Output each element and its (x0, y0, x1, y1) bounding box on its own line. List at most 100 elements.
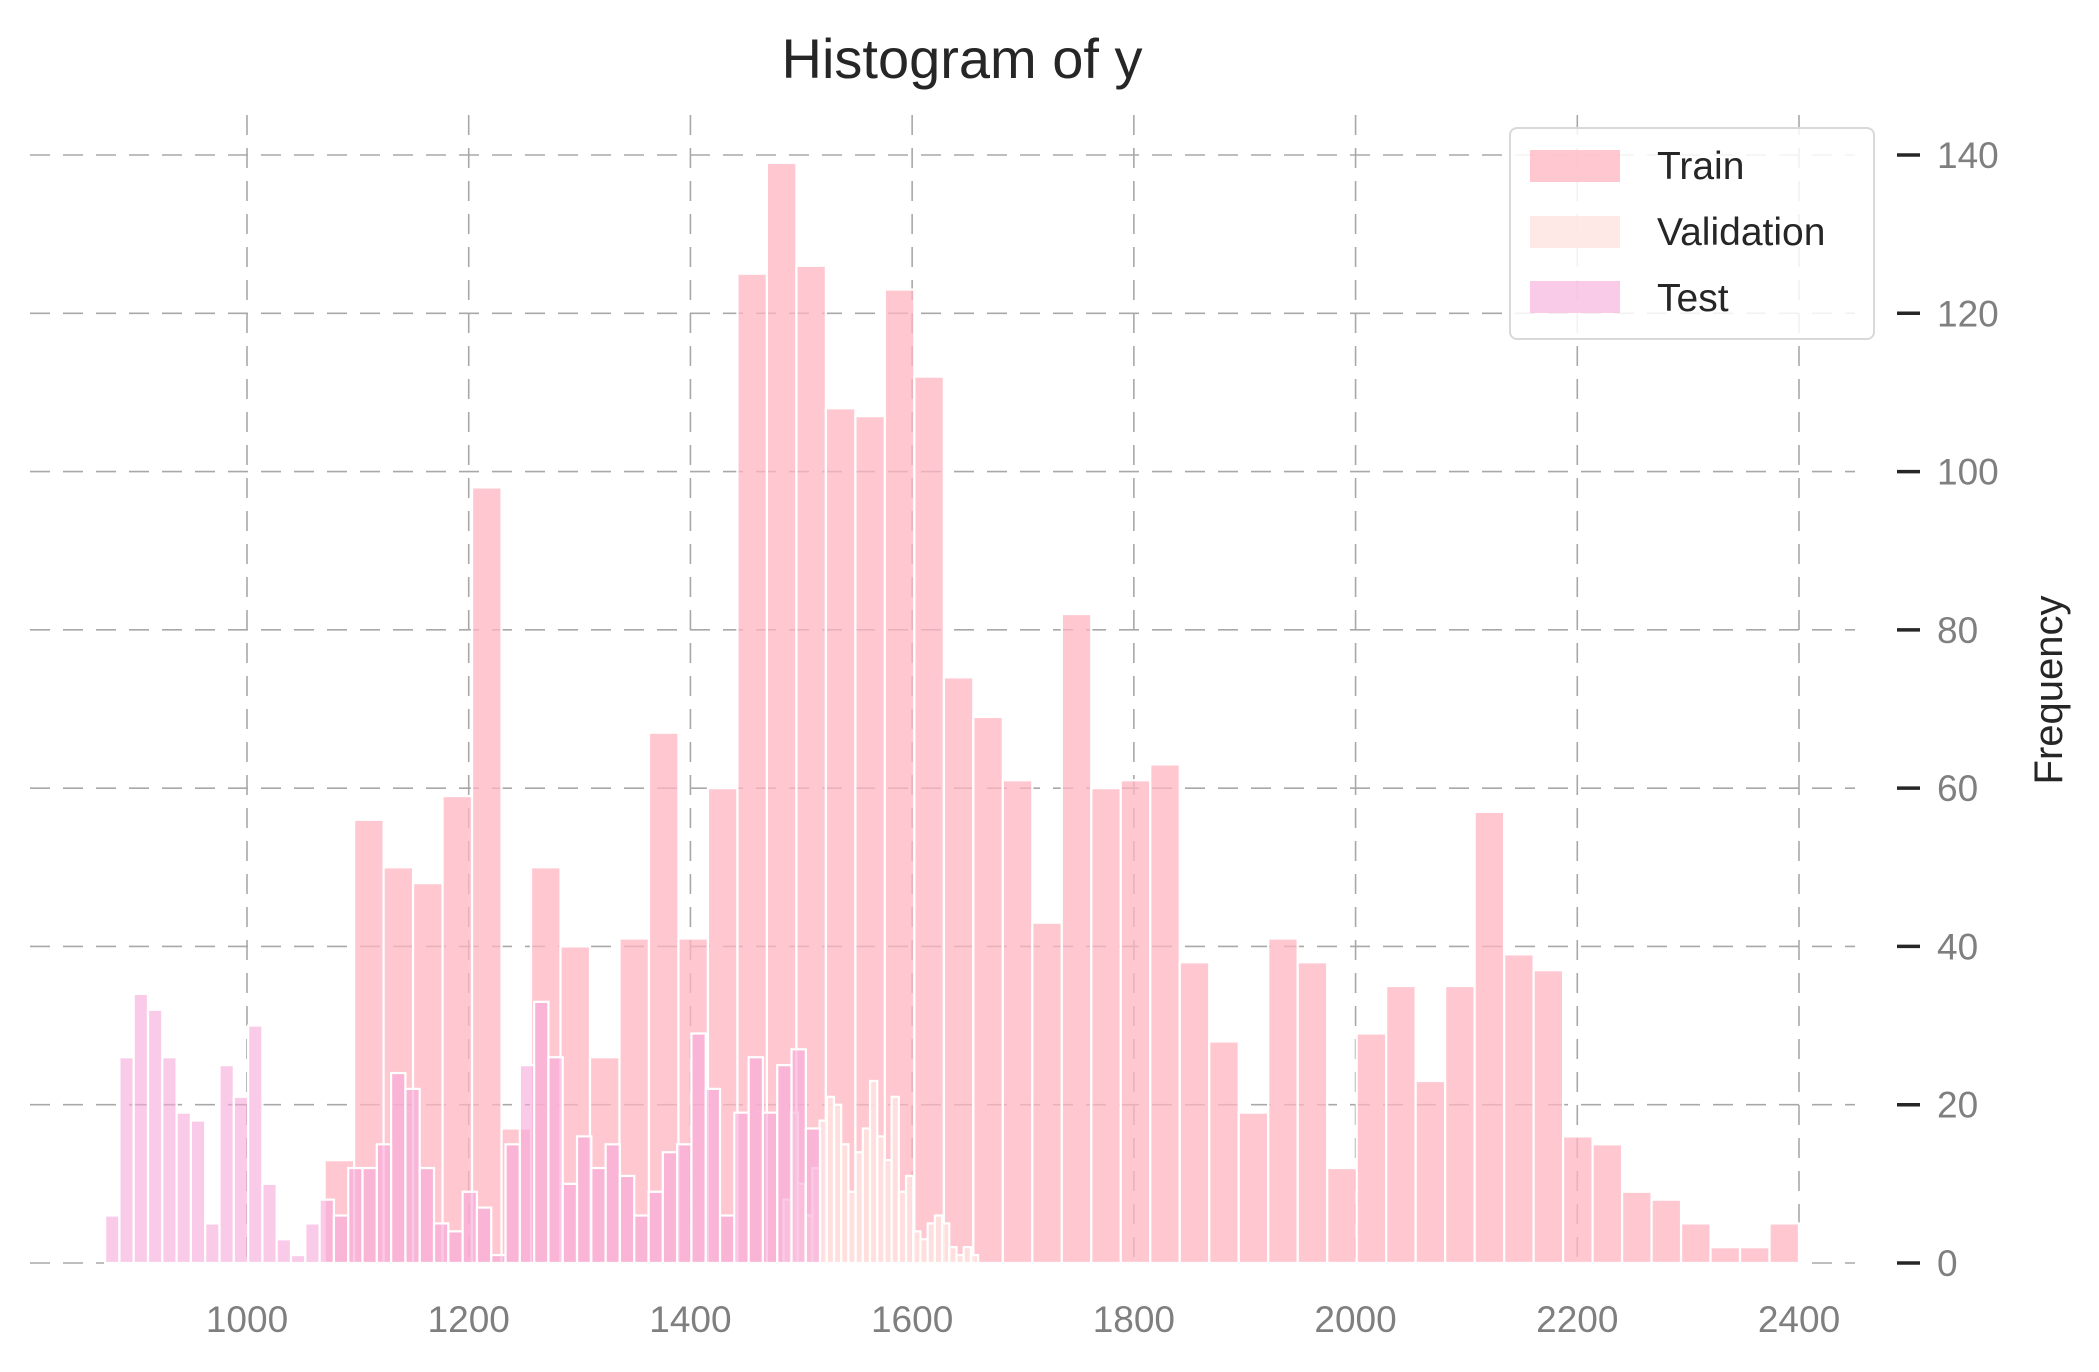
x-tick-label-1000: 1000 (206, 1299, 288, 1340)
test-bar-49 (804, 1127, 822, 1265)
x-tick-label-1800: 1800 (1093, 1299, 1175, 1340)
test-bar-0 (104, 1214, 121, 1265)
test-bar-9 (232, 1095, 250, 1265)
train-bar-47 (1709, 1246, 1742, 1265)
train-bar-32 (1267, 937, 1299, 1265)
x-tick-label-1400: 1400 (649, 1299, 731, 1340)
test-bar-44 (733, 1111, 750, 1265)
y-tick-label-120: 120 (1937, 293, 1999, 334)
train-bar-30 (1208, 1040, 1240, 1265)
test-bar-31 (547, 1056, 564, 1265)
legend-swatch-test (1530, 281, 1620, 313)
test-bar-20 (390, 1071, 407, 1265)
test-bar-14 (304, 1222, 321, 1265)
test-bar-48 (790, 1048, 807, 1265)
x-tick-label-2000: 2000 (1314, 1299, 1396, 1340)
test-bar-40 (676, 1143, 693, 1265)
y-tick-label-20: 20 (1937, 1085, 1978, 1126)
test-bar-10 (247, 1024, 264, 1265)
train-bar-40 (1503, 953, 1535, 1265)
train-bar-39 (1473, 810, 1506, 1265)
test-bar-5 (175, 1111, 193, 1265)
legend: Train Validation Test (1509, 127, 1875, 340)
train-bar-37 (1414, 1079, 1447, 1265)
test-bar-29 (518, 1064, 536, 1265)
test-bar-41 (690, 1032, 707, 1265)
test-bar-32 (561, 1182, 579, 1265)
test-bar-7 (204, 1222, 221, 1265)
y-axis-ticks: 0 20 40 60 80 100 120 140 (1897, 135, 1999, 1284)
validation-bar-22 (940, 1222, 951, 1265)
train-bar-25 (1060, 612, 1093, 1265)
test-bar-34 (590, 1166, 607, 1265)
validation-bar-26 (969, 1253, 980, 1265)
test-bar-11 (261, 1182, 278, 1265)
test-bar-4 (161, 1056, 178, 1265)
y-tick-label-60: 60 (1937, 768, 1978, 809)
legend-label-train: Train (1657, 145, 1744, 188)
test-bar-35 (604, 1143, 622, 1265)
x-axis-ticks: 1000 1200 1400 1600 1800 2000 2200 2400 (206, 1299, 1840, 1340)
test-bar-45 (747, 1056, 765, 1265)
test-bar-13 (289, 1253, 307, 1265)
train-bar-31 (1237, 1111, 1270, 1265)
train-bar-35 (1355, 1032, 1388, 1265)
test-bar-2 (132, 992, 150, 1265)
train-bar-49 (1768, 1222, 1801, 1265)
train-bar-36 (1385, 984, 1417, 1265)
x-tick-label-2400: 2400 (1758, 1299, 1840, 1340)
test-bar-28 (504, 1143, 521, 1265)
test-bar-42 (704, 1087, 722, 1265)
train-bar-24 (1031, 921, 1063, 1265)
test-bar-43 (718, 1214, 736, 1265)
x-tick-label-1600: 1600 (871, 1299, 953, 1340)
test-bar-18 (361, 1166, 378, 1265)
test-bar-36 (618, 1174, 636, 1265)
test-bar-8 (218, 1064, 235, 1265)
test-bar-38 (647, 1190, 664, 1265)
train-bar-45 (1650, 1198, 1683, 1265)
train-bar-26 (1090, 787, 1122, 1265)
legend-label-validation: Validation (1657, 211, 1825, 254)
validation-bar-17 (904, 1174, 915, 1265)
test-bar-33 (575, 1135, 593, 1265)
test-bar-25 (461, 1190, 479, 1265)
y-tick-label-40: 40 (1937, 926, 1978, 967)
train-bar-38 (1444, 984, 1476, 1265)
train-bar-46 (1679, 1222, 1712, 1265)
train-bar-27 (1119, 779, 1152, 1265)
test-bar-46 (761, 1111, 779, 1265)
test-bar-12 (275, 1238, 293, 1265)
test-bar-21 (404, 1087, 421, 1265)
train-bar-48 (1738, 1246, 1771, 1265)
test-bars (104, 992, 822, 1265)
test-bar-22 (418, 1166, 436, 1265)
train-bar-34 (1326, 1166, 1358, 1265)
y-axis-label: Frequency (2027, 596, 2071, 785)
x-tick-label-2200: 2200 (1536, 1299, 1618, 1340)
test-bar-24 (447, 1230, 464, 1265)
test-bar-47 (776, 1064, 793, 1265)
test-bar-15 (318, 1198, 336, 1265)
test-bar-39 (661, 1151, 679, 1265)
train-bar-20 (913, 375, 945, 1265)
test-bar-30 (533, 1000, 550, 1265)
test-bar-17 (347, 1166, 364, 1265)
train-bar-42 (1561, 1135, 1594, 1265)
chart-title: Histogram of y (782, 27, 1143, 90)
legend-swatch-validation (1530, 216, 1620, 248)
test-bar-3 (146, 1008, 164, 1265)
test-bar-27 (490, 1253, 507, 1265)
train-bar-33 (1296, 961, 1329, 1265)
train-bar-28 (1149, 763, 1181, 1265)
y-tick-label-100: 100 (1937, 452, 1999, 493)
train-bar-29 (1178, 961, 1211, 1265)
train-bar-43 (1591, 1143, 1624, 1265)
test-bar-1 (118, 1056, 135, 1265)
legend-label-test: Test (1657, 277, 1729, 320)
x-tick-label-1200: 1200 (428, 1299, 510, 1340)
train-bar-23 (1001, 779, 1034, 1265)
legend-swatch-train (1530, 150, 1620, 182)
test-bar-6 (189, 1119, 207, 1265)
